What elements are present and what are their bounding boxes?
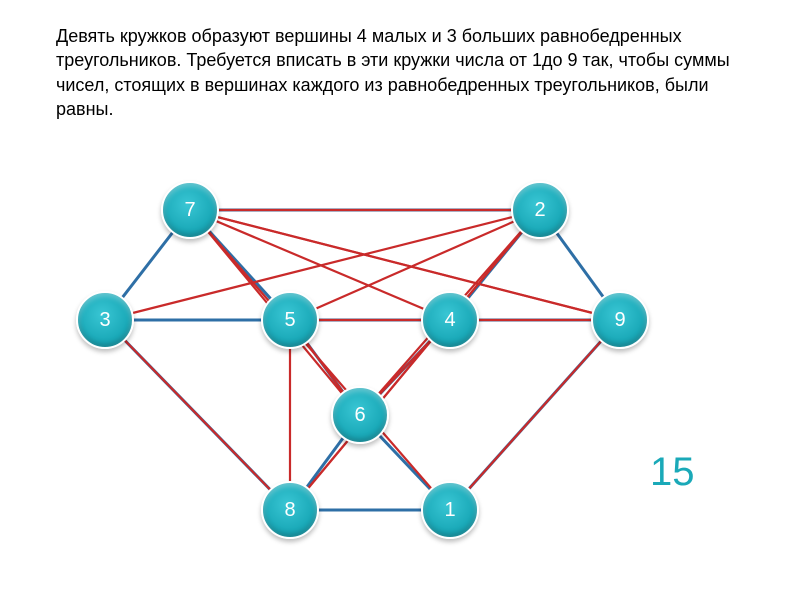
node-4: 4: [421, 291, 479, 349]
diagram-container: 723549681 15: [50, 150, 750, 570]
node-9: 9: [591, 291, 649, 349]
node-5: 5: [261, 291, 319, 349]
red-triangle: [190, 210, 540, 415]
node-8: 8: [261, 481, 319, 539]
red-triangle: [190, 210, 620, 510]
node-1: 1: [421, 481, 479, 539]
node-3: 3: [76, 291, 134, 349]
edge-layer: [50, 150, 750, 570]
red-triangles: [105, 210, 620, 510]
problem-statement: Девять кружков образуют вершины 4 малых …: [56, 24, 756, 121]
node-6: 6: [331, 386, 389, 444]
node-2: 2: [511, 181, 569, 239]
node-7: 7: [161, 181, 219, 239]
